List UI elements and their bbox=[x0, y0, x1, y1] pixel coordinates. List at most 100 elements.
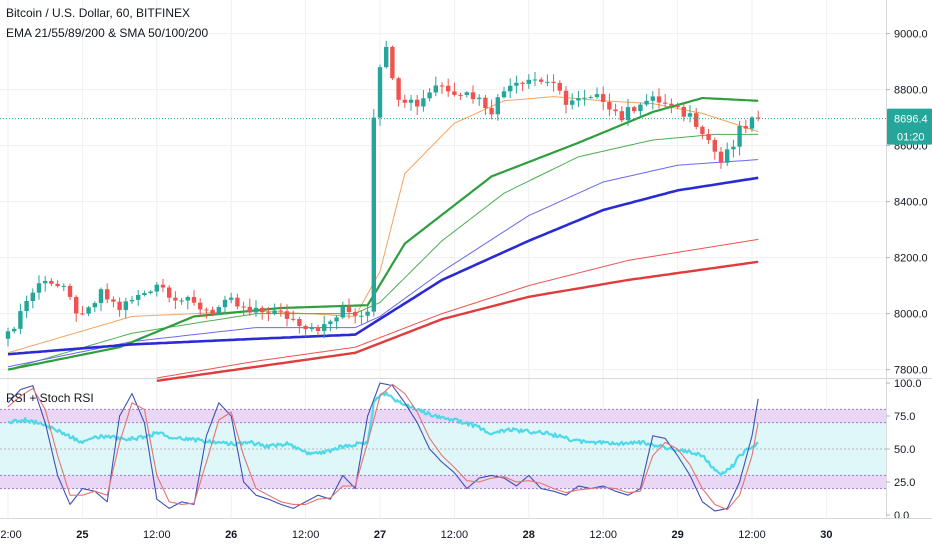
candle[interactable] bbox=[613, 103, 618, 116]
candlesticks[interactable] bbox=[5, 40, 761, 347]
candle-body[interactable] bbox=[204, 309, 209, 311]
candle[interactable] bbox=[92, 301, 97, 313]
candle[interactable] bbox=[638, 102, 643, 117]
candle-body[interactable] bbox=[749, 117, 755, 129]
candle-body[interactable] bbox=[576, 98, 581, 101]
candle[interactable] bbox=[191, 290, 197, 306]
candle[interactable] bbox=[229, 292, 234, 304]
oscillator-legend[interactable]: RSI + Stoch RSI bbox=[6, 391, 94, 405]
candle-body[interactable] bbox=[545, 81, 550, 83]
candle-body[interactable] bbox=[700, 126, 705, 135]
candle-body[interactable] bbox=[371, 117, 376, 312]
candle[interactable] bbox=[384, 40, 389, 69]
candle-body[interactable] bbox=[297, 319, 302, 327]
candle-body[interactable] bbox=[644, 100, 649, 105]
candle[interactable] bbox=[625, 98, 631, 127]
candle-body[interactable] bbox=[67, 285, 73, 297]
candle-body[interactable] bbox=[557, 82, 562, 91]
candle-body[interactable] bbox=[458, 94, 463, 96]
candle[interactable] bbox=[61, 283, 66, 292]
candle-body[interactable] bbox=[446, 85, 451, 92]
candle[interactable] bbox=[36, 275, 42, 300]
candle[interactable] bbox=[669, 98, 674, 114]
candle[interactable] bbox=[495, 94, 500, 121]
candle[interactable] bbox=[241, 301, 246, 316]
candle-body[interactable] bbox=[123, 301, 128, 310]
candle-body[interactable] bbox=[229, 297, 234, 300]
candle-body[interactable] bbox=[12, 328, 17, 332]
candle[interactable] bbox=[80, 305, 85, 316]
candle-body[interactable] bbox=[24, 301, 29, 312]
candle-body[interactable] bbox=[359, 315, 364, 317]
candle[interactable] bbox=[179, 297, 184, 305]
candle-body[interactable] bbox=[55, 283, 60, 287]
candle[interactable] bbox=[650, 91, 655, 110]
candle[interactable] bbox=[582, 89, 587, 106]
candle[interactable] bbox=[508, 78, 513, 99]
symbol-title[interactable]: Bitcoin / U.S. Dollar, 60, BITFINEX bbox=[6, 6, 191, 20]
candle-body[interactable] bbox=[687, 113, 693, 117]
candle[interactable] bbox=[489, 99, 494, 120]
candle-body[interactable] bbox=[278, 310, 283, 312]
candle[interactable] bbox=[539, 77, 544, 85]
candle-body[interactable] bbox=[625, 107, 631, 121]
candle[interactable] bbox=[607, 93, 612, 117]
candle[interactable] bbox=[216, 305, 221, 316]
candle[interactable] bbox=[266, 306, 271, 322]
candle-body[interactable] bbox=[86, 307, 91, 314]
candle-body[interactable] bbox=[681, 107, 686, 117]
candle[interactable] bbox=[235, 293, 240, 310]
candle[interactable] bbox=[291, 310, 296, 322]
candle[interactable] bbox=[377, 64, 383, 126]
candle-body[interactable] bbox=[725, 149, 730, 163]
candle-body[interactable] bbox=[669, 103, 674, 106]
indicator-legend[interactable]: EMA 21/55/89/200 & SMA 50/100/200 bbox=[6, 26, 209, 40]
candle[interactable] bbox=[483, 94, 488, 116]
candle-body[interactable] bbox=[191, 296, 197, 303]
candle-body[interactable] bbox=[582, 97, 587, 99]
candle[interactable] bbox=[545, 74, 550, 87]
candle[interactable] bbox=[353, 308, 358, 324]
candle[interactable] bbox=[470, 85, 476, 104]
candle[interactable] bbox=[334, 315, 339, 330]
candle[interactable] bbox=[167, 285, 172, 303]
candle[interactable] bbox=[346, 298, 352, 319]
candle[interactable] bbox=[160, 278, 166, 293]
candle[interactable] bbox=[433, 76, 438, 97]
candle-body[interactable] bbox=[353, 312, 358, 316]
candle[interactable] bbox=[439, 82, 445, 95]
candle-body[interactable] bbox=[105, 289, 110, 300]
candle-body[interactable] bbox=[222, 299, 228, 308]
candle[interactable] bbox=[687, 104, 693, 123]
candle[interactable] bbox=[328, 319, 333, 332]
candle-body[interactable] bbox=[173, 297, 178, 301]
candle-body[interactable] bbox=[167, 287, 172, 298]
candle-body[interactable] bbox=[322, 324, 327, 331]
candle[interactable] bbox=[43, 276, 48, 292]
candle[interactable] bbox=[24, 295, 29, 318]
candle[interactable] bbox=[402, 94, 407, 108]
candle-body[interactable] bbox=[520, 82, 525, 84]
candle-body[interactable] bbox=[483, 97, 488, 109]
candle[interactable] bbox=[55, 280, 60, 288]
candle-body[interactable] bbox=[340, 306, 345, 318]
candle-body[interactable] bbox=[210, 309, 215, 315]
candle[interactable] bbox=[210, 306, 215, 317]
candle[interactable] bbox=[272, 303, 277, 316]
candle[interactable] bbox=[663, 93, 668, 108]
candle-body[interactable] bbox=[396, 78, 401, 100]
candle-body[interactable] bbox=[756, 117, 761, 119]
candle-body[interactable] bbox=[638, 104, 643, 112]
candle-body[interactable] bbox=[235, 297, 240, 307]
candle[interactable] bbox=[570, 93, 575, 110]
candle[interactable] bbox=[477, 94, 482, 106]
candle[interactable] bbox=[551, 74, 556, 92]
candle-body[interactable] bbox=[694, 113, 699, 127]
candle-body[interactable] bbox=[427, 92, 432, 99]
candle-body[interactable] bbox=[216, 307, 221, 315]
candle[interactable] bbox=[656, 88, 662, 109]
candle[interactable] bbox=[526, 74, 531, 89]
candle-body[interactable] bbox=[743, 126, 748, 129]
candle-body[interactable] bbox=[570, 100, 575, 105]
candle-body[interactable] bbox=[5, 331, 11, 339]
